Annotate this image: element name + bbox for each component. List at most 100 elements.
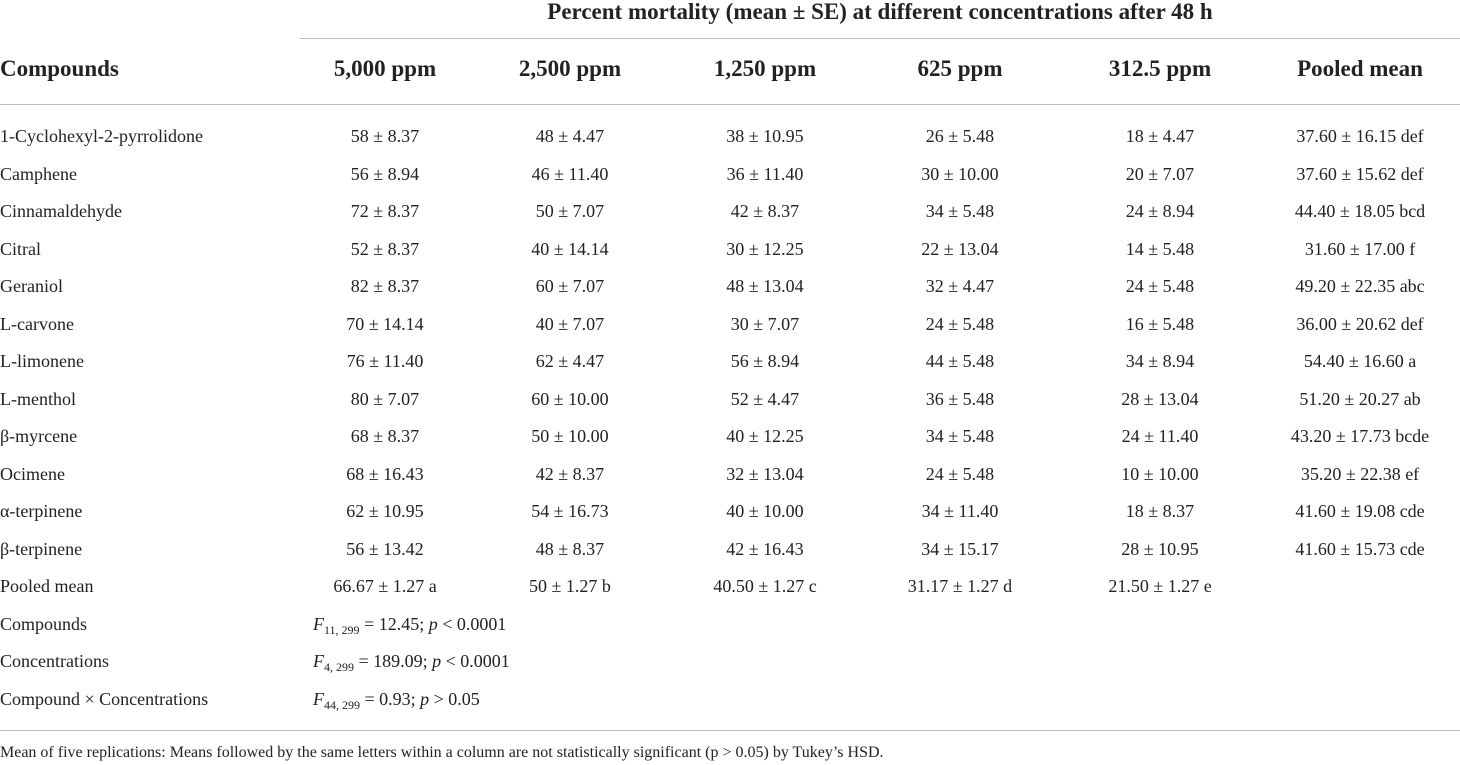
stat-text: > 0.05 xyxy=(429,688,480,709)
stat-text: 11, 299 xyxy=(324,622,360,637)
data-cell: 36 ± 11.40 xyxy=(726,163,804,184)
stat-value: F44, 299 = 0.93; p > 0.05 xyxy=(313,687,480,717)
data-cell: 30 ± 12.25 xyxy=(726,238,804,259)
data-cell: 24 ± 5.48 xyxy=(1125,276,1195,296)
stat-text: F xyxy=(313,688,324,709)
data-cell: 50 ± 10.00 xyxy=(531,426,609,446)
column-header: 5,000 ppm xyxy=(333,56,437,81)
data-cell: 66.67 ± 1.27 a xyxy=(333,576,437,596)
data-cell: 51.20 ± 20.27 ab xyxy=(1299,388,1421,409)
bottom-rule xyxy=(0,730,1460,731)
table-title: Percent mortality (mean ± SE) at differe… xyxy=(547,0,1213,24)
data-cell: 80 ± 7.07 xyxy=(350,388,420,409)
data-cell: 28 ± 13.04 xyxy=(1121,388,1199,409)
column-header: 1,250 ppm xyxy=(713,56,817,81)
data-cell: 30 ± 10.00 xyxy=(921,163,999,184)
data-cell: 82 ± 8.37 xyxy=(350,276,420,296)
data-cell: 60 ± 10.00 xyxy=(531,388,609,409)
stat-text: = 189.09; xyxy=(354,651,433,671)
data-cell: 30 ± 7.07 xyxy=(730,313,800,334)
data-cell: 76 ± 11.40 xyxy=(346,351,424,371)
data-cell: 62 ± 10.95 xyxy=(346,501,424,521)
data-cell: 48 ± 8.37 xyxy=(535,538,605,559)
data-cell: 48 ± 4.47 xyxy=(535,126,605,146)
row-label: L-carvone xyxy=(0,313,74,334)
data-cell: 42 ± 16.43 xyxy=(726,538,804,559)
data-cell: 44.40 ± 18.05 bcd xyxy=(1294,201,1426,221)
data-cell: 60 ± 7.07 xyxy=(535,276,605,296)
data-cell: 72 ± 8.37 xyxy=(350,201,420,221)
row-label: Cinnamaldehyde xyxy=(0,201,122,221)
data-cell: 48 ± 13.04 xyxy=(726,276,804,296)
stat-value: F4, 299 = 189.09; p < 0.0001 xyxy=(313,649,510,679)
data-cell: 40 ± 12.25 xyxy=(726,426,804,446)
data-cell: 38 ± 10.95 xyxy=(726,126,804,146)
data-cell: 49.20 ± 22.35 abc xyxy=(1295,276,1425,296)
column-header: 2,500 ppm xyxy=(518,56,622,81)
data-cell: 68 ± 16.43 xyxy=(346,463,424,484)
stat-label: Concentrations xyxy=(0,651,109,671)
stat-text: F xyxy=(313,613,324,634)
data-cell: 34 ± 11.40 xyxy=(921,501,999,521)
data-cell: 41.60 ± 19.08 cde xyxy=(1295,501,1425,521)
data-cell: 32 ± 4.47 xyxy=(925,276,995,296)
data-cell: 34 ± 8.94 xyxy=(1125,351,1195,371)
row-label: β-terpinene xyxy=(0,538,83,559)
row-label: β-myrcene xyxy=(0,426,78,446)
data-cell: 36 ± 5.48 xyxy=(925,388,995,409)
data-cell: 34 ± 15.17 xyxy=(921,538,999,559)
data-cell: 40 ± 10.00 xyxy=(726,501,804,521)
data-cell: 40 ± 14.14 xyxy=(531,238,609,259)
stat-text: 4, 299 xyxy=(324,660,354,674)
data-cell: 34 ± 5.48 xyxy=(925,201,995,221)
data-cell: 37.60 ± 15.62 def xyxy=(1296,163,1424,184)
row-label: L-limonene xyxy=(0,351,84,371)
row-label: Citral xyxy=(0,238,41,259)
footnote: Mean of five replications: Means followe… xyxy=(0,744,884,761)
data-cell: 20 ± 7.07 xyxy=(1125,163,1195,184)
data-cell: 56 ± 13.42 xyxy=(346,538,424,559)
data-cell: 24 ± 8.94 xyxy=(1125,201,1195,221)
row-label: Geraniol xyxy=(0,276,63,296)
data-cell: 56 ± 8.94 xyxy=(730,351,800,371)
data-cell: 24 ± 5.48 xyxy=(925,463,995,484)
row-label: 1-Cyclohexyl-2-pyrrolidone xyxy=(0,126,203,146)
header-rule xyxy=(0,104,1460,105)
data-cell: 31.60 ± 17.00 f xyxy=(1304,238,1416,259)
data-cell: 42 ± 8.37 xyxy=(535,463,605,484)
data-cell: 34 ± 5.48 xyxy=(925,426,995,446)
stat-text: p xyxy=(428,613,438,634)
data-cell: 28 ± 10.95 xyxy=(1121,538,1199,559)
data-cell: 24 ± 11.40 xyxy=(1121,426,1199,446)
data-cell: 52 ± 4.47 xyxy=(730,388,800,409)
data-cell: 54 ± 16.73 xyxy=(531,501,609,521)
data-cell: 22 ± 13.04 xyxy=(921,238,999,259)
column-header: 312.5 ppm xyxy=(1108,56,1212,81)
data-cell: 52 ± 8.37 xyxy=(350,238,420,259)
data-cell: 18 ± 8.37 xyxy=(1125,501,1195,521)
data-cell: 41.60 ± 15.73 cde xyxy=(1295,538,1425,559)
data-cell: 14 ± 5.48 xyxy=(1125,238,1195,259)
data-cell: 56 ± 8.94 xyxy=(350,163,420,184)
data-cell: 26 ± 5.48 xyxy=(925,126,995,146)
data-cell: 35.20 ± 22.38 ef xyxy=(1300,463,1420,484)
stat-text: 44, 299 xyxy=(324,697,360,712)
row-label: Camphene xyxy=(0,163,77,184)
data-cell: 21.50 ± 1.27 e xyxy=(1108,576,1212,596)
data-cell: 46 ± 11.40 xyxy=(531,163,609,184)
title-rule xyxy=(300,38,1460,39)
data-cell: 68 ± 8.37 xyxy=(350,426,420,446)
stat-text: p xyxy=(432,651,442,671)
data-cell: 40.50 ± 1.27 c xyxy=(713,576,817,596)
data-cell: 36.00 ± 20.62 def xyxy=(1296,313,1424,334)
data-cell: 54.40 ± 16.60 a xyxy=(1303,351,1417,371)
data-cell: 62 ± 4.47 xyxy=(535,351,605,371)
data-cell: 58 ± 8.37 xyxy=(350,126,420,146)
row-label: Pooled mean xyxy=(0,576,94,596)
row-label: Ocimene xyxy=(0,463,65,484)
data-cell: 50 ± 1.27 b xyxy=(529,576,611,596)
data-cell: 10 ± 10.00 xyxy=(1121,463,1199,484)
stat-value: F11, 299 = 12.45; p < 0.0001 xyxy=(313,612,506,642)
stat-text: = 0.93; xyxy=(360,688,421,709)
